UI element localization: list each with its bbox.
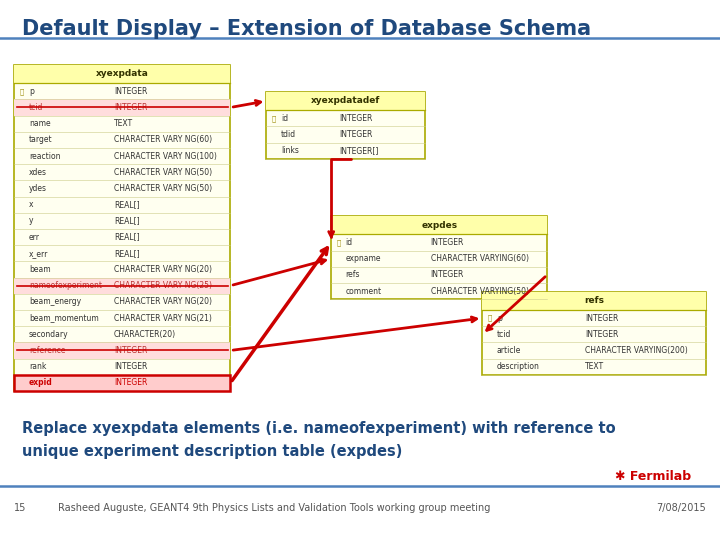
FancyBboxPatch shape bbox=[14, 278, 230, 294]
Text: x_err: x_err bbox=[29, 249, 48, 258]
FancyBboxPatch shape bbox=[331, 216, 547, 234]
Text: INTEGER: INTEGER bbox=[431, 271, 464, 279]
FancyBboxPatch shape bbox=[266, 92, 425, 110]
Text: CHARACTER VARYING(60): CHARACTER VARYING(60) bbox=[431, 254, 528, 263]
Text: ydes: ydes bbox=[29, 184, 47, 193]
Text: refs: refs bbox=[346, 271, 360, 279]
Text: CHARACTER VARY NG(100): CHARACTER VARY NG(100) bbox=[114, 152, 217, 160]
Text: REAL[]: REAL[] bbox=[114, 249, 140, 258]
Text: REAL[]: REAL[] bbox=[114, 200, 140, 209]
Text: CHARACTER(20): CHARACTER(20) bbox=[114, 330, 176, 339]
Text: expid: expid bbox=[29, 379, 53, 387]
Text: id: id bbox=[281, 114, 288, 123]
Text: REAL[]: REAL[] bbox=[114, 217, 140, 225]
Text: xyexpdata: xyexpdata bbox=[96, 70, 149, 78]
Text: CHARACTER VARYING(200): CHARACTER VARYING(200) bbox=[585, 346, 688, 355]
Text: comment: comment bbox=[346, 287, 382, 295]
Text: TEXT: TEXT bbox=[585, 362, 604, 371]
Text: ⚿: ⚿ bbox=[19, 88, 24, 94]
Text: INTEGER: INTEGER bbox=[585, 314, 618, 322]
Text: tdid: tdid bbox=[281, 130, 296, 139]
Text: xyexpdatadef: xyexpdatadef bbox=[311, 97, 380, 105]
Text: INTEGER: INTEGER bbox=[114, 87, 147, 96]
FancyBboxPatch shape bbox=[14, 342, 230, 359]
Text: 7/08/2015: 7/08/2015 bbox=[656, 503, 706, 514]
Text: INTEGER[]: INTEGER[] bbox=[339, 146, 379, 155]
Text: p: p bbox=[29, 87, 34, 96]
Text: reference: reference bbox=[29, 346, 66, 355]
FancyBboxPatch shape bbox=[482, 292, 706, 375]
FancyBboxPatch shape bbox=[331, 216, 547, 299]
Text: rank: rank bbox=[29, 362, 46, 371]
Text: article: article bbox=[497, 346, 521, 355]
Text: Rasheed Auguste, GEANT4 9th Physics Lists and Validation Tools working group mee: Rasheed Auguste, GEANT4 9th Physics List… bbox=[58, 503, 490, 514]
Text: tcid: tcid bbox=[29, 103, 43, 112]
Text: TEXT: TEXT bbox=[114, 119, 133, 128]
Text: beam: beam bbox=[29, 265, 50, 274]
Text: refs: refs bbox=[584, 296, 604, 305]
Text: unique experiment description table (expdes): unique experiment description table (exp… bbox=[22, 444, 402, 459]
Text: err: err bbox=[29, 233, 40, 241]
Text: CHARACTER VARY NG(50): CHARACTER VARY NG(50) bbox=[114, 184, 212, 193]
Text: ✱ Fermilab: ✱ Fermilab bbox=[615, 470, 691, 483]
Text: beam_momentum: beam_momentum bbox=[29, 314, 99, 322]
Text: INTEGER: INTEGER bbox=[114, 362, 147, 371]
Text: beam_energy: beam_energy bbox=[29, 298, 81, 306]
Text: INTEGER: INTEGER bbox=[339, 114, 373, 123]
Text: nameofexperiment: nameofexperiment bbox=[29, 281, 102, 290]
FancyBboxPatch shape bbox=[14, 65, 230, 83]
Text: xdes: xdes bbox=[29, 168, 47, 177]
Text: ⚿: ⚿ bbox=[271, 115, 276, 122]
Text: p: p bbox=[497, 314, 502, 322]
Text: tcid: tcid bbox=[497, 330, 511, 339]
Text: secondary: secondary bbox=[29, 330, 68, 339]
Text: INTEGER: INTEGER bbox=[114, 346, 147, 355]
Text: description: description bbox=[497, 362, 540, 371]
Text: CHARACTER VARY NG(21): CHARACTER VARY NG(21) bbox=[114, 314, 212, 322]
FancyBboxPatch shape bbox=[14, 65, 230, 391]
Text: CHARACTER VARY NG(50): CHARACTER VARY NG(50) bbox=[114, 168, 212, 177]
Text: INTEGER: INTEGER bbox=[585, 330, 618, 339]
Text: reaction: reaction bbox=[29, 152, 60, 160]
FancyBboxPatch shape bbox=[482, 292, 706, 310]
Text: id: id bbox=[346, 238, 353, 247]
Text: target: target bbox=[29, 136, 53, 144]
Text: expdes: expdes bbox=[421, 221, 457, 230]
Text: CHARACTER VARYING(50): CHARACTER VARYING(50) bbox=[431, 287, 528, 295]
FancyBboxPatch shape bbox=[14, 99, 230, 116]
Text: ⚿: ⚿ bbox=[487, 315, 492, 321]
FancyBboxPatch shape bbox=[266, 92, 425, 159]
Text: 15: 15 bbox=[14, 503, 27, 514]
Text: Replace xyexpdata elements (i.e. nameofexperiment) with reference to: Replace xyexpdata elements (i.e. nameofe… bbox=[22, 421, 615, 436]
Text: INTEGER: INTEGER bbox=[431, 238, 464, 247]
Text: INTEGER: INTEGER bbox=[114, 103, 147, 112]
Text: REAL[]: REAL[] bbox=[114, 233, 140, 241]
Text: Default Display – Extension of Database Schema: Default Display – Extension of Database … bbox=[22, 19, 590, 39]
Text: INTEGER: INTEGER bbox=[339, 130, 373, 139]
Text: y: y bbox=[29, 217, 33, 225]
FancyBboxPatch shape bbox=[14, 375, 230, 391]
Text: expname: expname bbox=[346, 254, 381, 263]
Text: ⚿: ⚿ bbox=[336, 239, 341, 246]
Text: CHARACTER VARY NG(20): CHARACTER VARY NG(20) bbox=[114, 265, 212, 274]
Text: links: links bbox=[281, 146, 299, 155]
Text: CHARACTER VARY NG(25): CHARACTER VARY NG(25) bbox=[114, 281, 212, 290]
Text: name: name bbox=[29, 119, 50, 128]
Text: CHARACTER VARY NG(20): CHARACTER VARY NG(20) bbox=[114, 298, 212, 306]
Text: x: x bbox=[29, 200, 33, 209]
Text: INTEGER: INTEGER bbox=[114, 379, 147, 387]
Text: CHARACTER VARY NG(60): CHARACTER VARY NG(60) bbox=[114, 136, 212, 144]
